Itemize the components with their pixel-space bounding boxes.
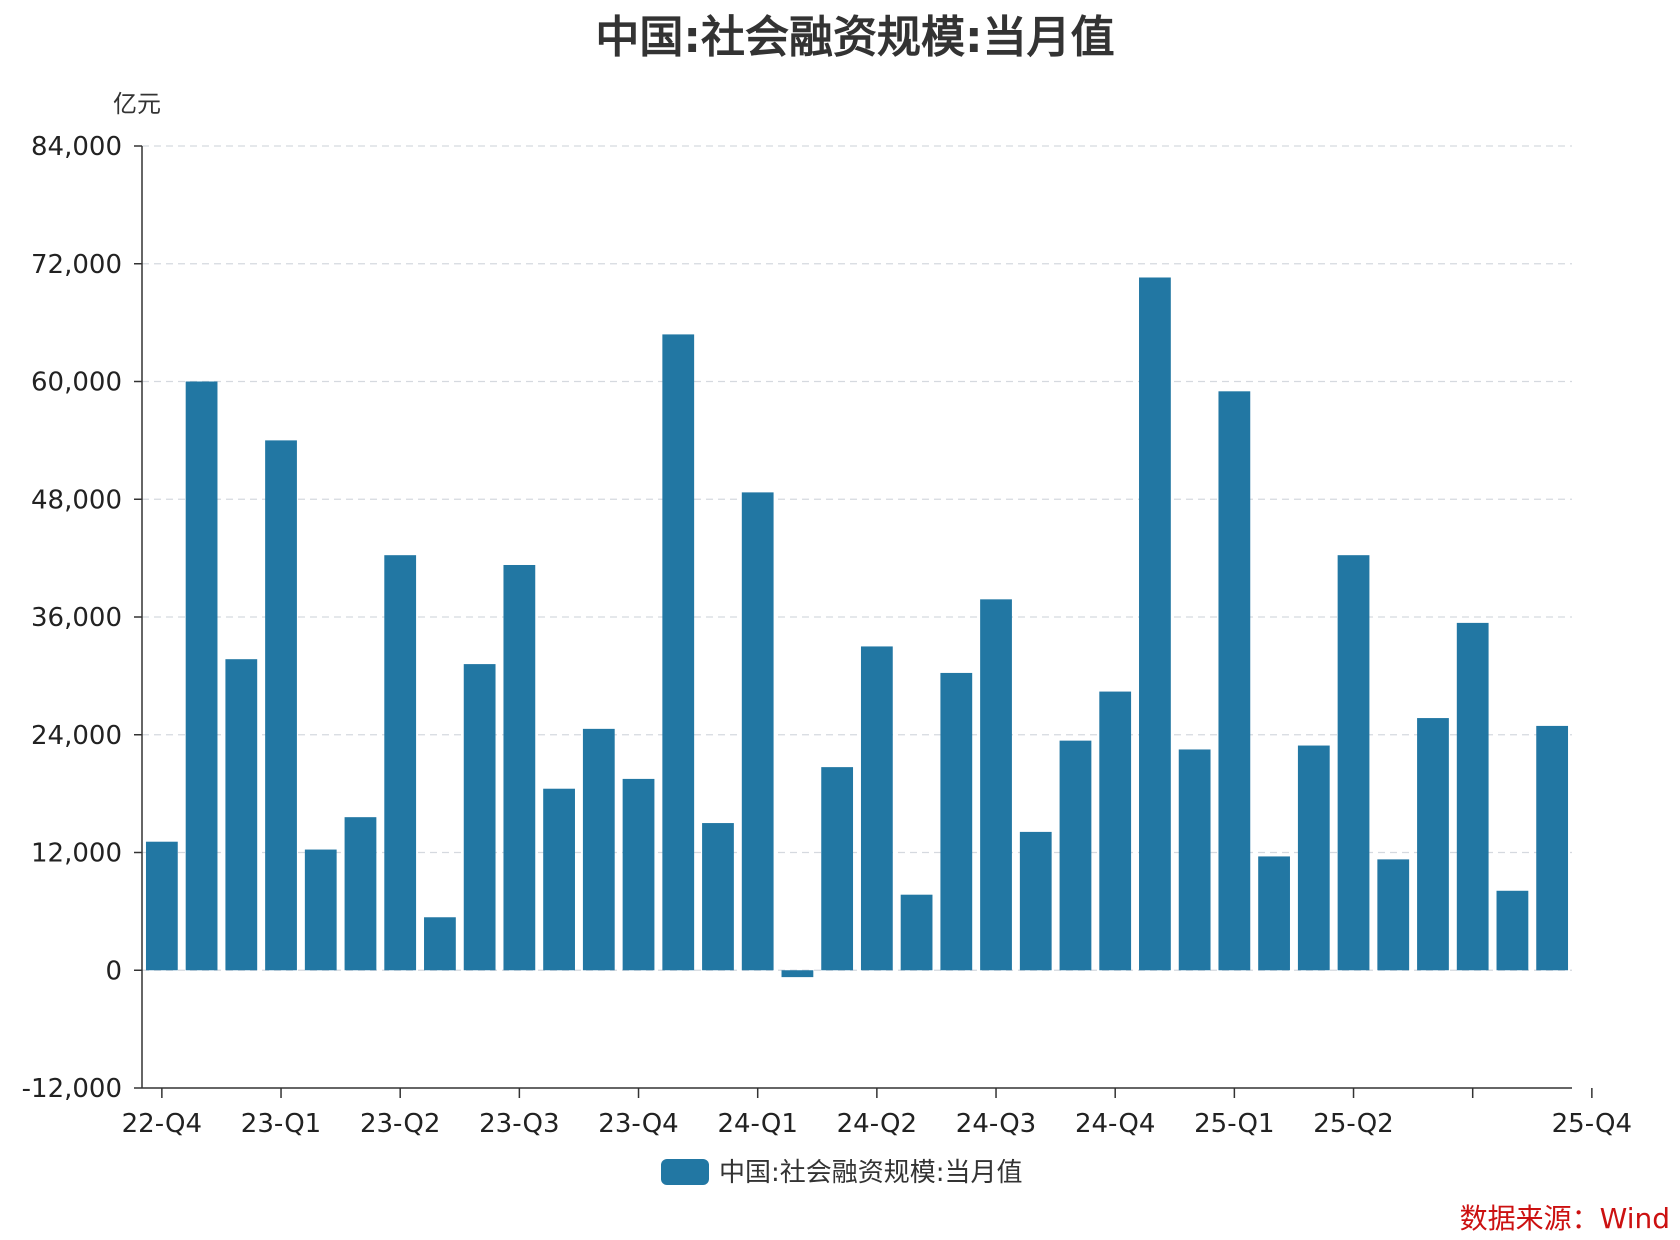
legend[interactable]: 中国:社会融资规模:当月值 xyxy=(661,1158,1023,1188)
x-axis-ticks: 22-Q4 23-Q1 23-Q2 23-Q3 23-Q4 24-Q1 24-Q2 24-Q3… xyxy=(122,1088,1632,1139)
bar xyxy=(1337,555,1370,971)
x-tick-label: 23-Q2 xyxy=(360,1109,440,1139)
x-tick-label: 23-Q4 xyxy=(598,1109,678,1139)
x-tick-label: 25-Q1 xyxy=(1194,1109,1274,1139)
x-tick-label: 24-Q2 xyxy=(837,1109,917,1139)
y-tick-label: 0 xyxy=(105,956,122,986)
chart-title: 中国:社会融资规模:当月值 xyxy=(595,12,1114,63)
bar xyxy=(980,599,1012,971)
x-tick-label: 25-Q4 xyxy=(1552,1109,1632,1139)
bar xyxy=(384,555,417,971)
bar xyxy=(1417,718,1449,971)
bar xyxy=(463,664,496,971)
x-tick-label: 24-Q1 xyxy=(717,1109,797,1139)
bar xyxy=(424,917,456,971)
y-tick-label: 48,000 xyxy=(31,485,122,515)
bar xyxy=(1059,740,1092,971)
bar xyxy=(1536,725,1569,971)
y-tick-label: -12,000 xyxy=(22,1074,122,1104)
y-axis-ticks: -12,000 0 12,000 24,000 36,000 48,000 60,000 72… xyxy=(22,132,142,1104)
x-tick-label: 24-Q3 xyxy=(956,1109,1036,1139)
bar xyxy=(781,970,814,978)
bar xyxy=(503,564,536,971)
bar xyxy=(1178,749,1211,971)
bar xyxy=(741,492,774,971)
y-tick-label: 12,000 xyxy=(31,839,122,869)
bar xyxy=(145,841,178,971)
bar xyxy=(702,823,734,971)
x-tick-label: 25-Q2 xyxy=(1313,1109,1393,1139)
bar xyxy=(1377,859,1410,971)
bar xyxy=(940,672,973,971)
bar xyxy=(1139,277,1171,971)
x-tick-label: 23-Q3 xyxy=(479,1109,559,1139)
bar xyxy=(1019,831,1052,971)
bar xyxy=(1099,691,1132,971)
x-tick-label: 22-Q4 xyxy=(122,1109,202,1139)
bar xyxy=(1456,622,1489,971)
gridlines xyxy=(142,145,1572,971)
y-tick-label: 36,000 xyxy=(31,603,122,633)
legend-label: 中国:社会融资规模:当月值 xyxy=(719,1158,1023,1188)
bar xyxy=(1258,856,1290,971)
bar xyxy=(1496,890,1529,971)
bar xyxy=(225,659,258,971)
y-axis-unit-label: 亿元 xyxy=(113,90,161,118)
y-tick-label: 72,000 xyxy=(31,250,122,280)
bar xyxy=(662,334,695,971)
bar xyxy=(582,728,615,971)
bars-group xyxy=(145,277,1569,978)
y-tick-label: 60,000 xyxy=(31,368,122,398)
x-tick-label: 23-Q1 xyxy=(241,1109,321,1139)
bar xyxy=(265,440,297,971)
x-tick-label: 24-Q4 xyxy=(1075,1109,1155,1139)
legend-swatch xyxy=(661,1159,709,1185)
bar xyxy=(821,767,854,971)
bar xyxy=(185,381,218,971)
data-source-note: 数据来源：Wind xyxy=(1460,1202,1670,1235)
y-tick-label: 24,000 xyxy=(31,721,122,751)
bar xyxy=(304,849,337,971)
bar xyxy=(622,778,655,971)
bar xyxy=(344,817,377,971)
bar xyxy=(900,894,933,971)
y-tick-label: 84,000 xyxy=(31,132,122,162)
bar xyxy=(1297,745,1330,971)
bar xyxy=(543,788,575,971)
bar xyxy=(860,646,893,971)
bar xyxy=(1218,391,1251,971)
